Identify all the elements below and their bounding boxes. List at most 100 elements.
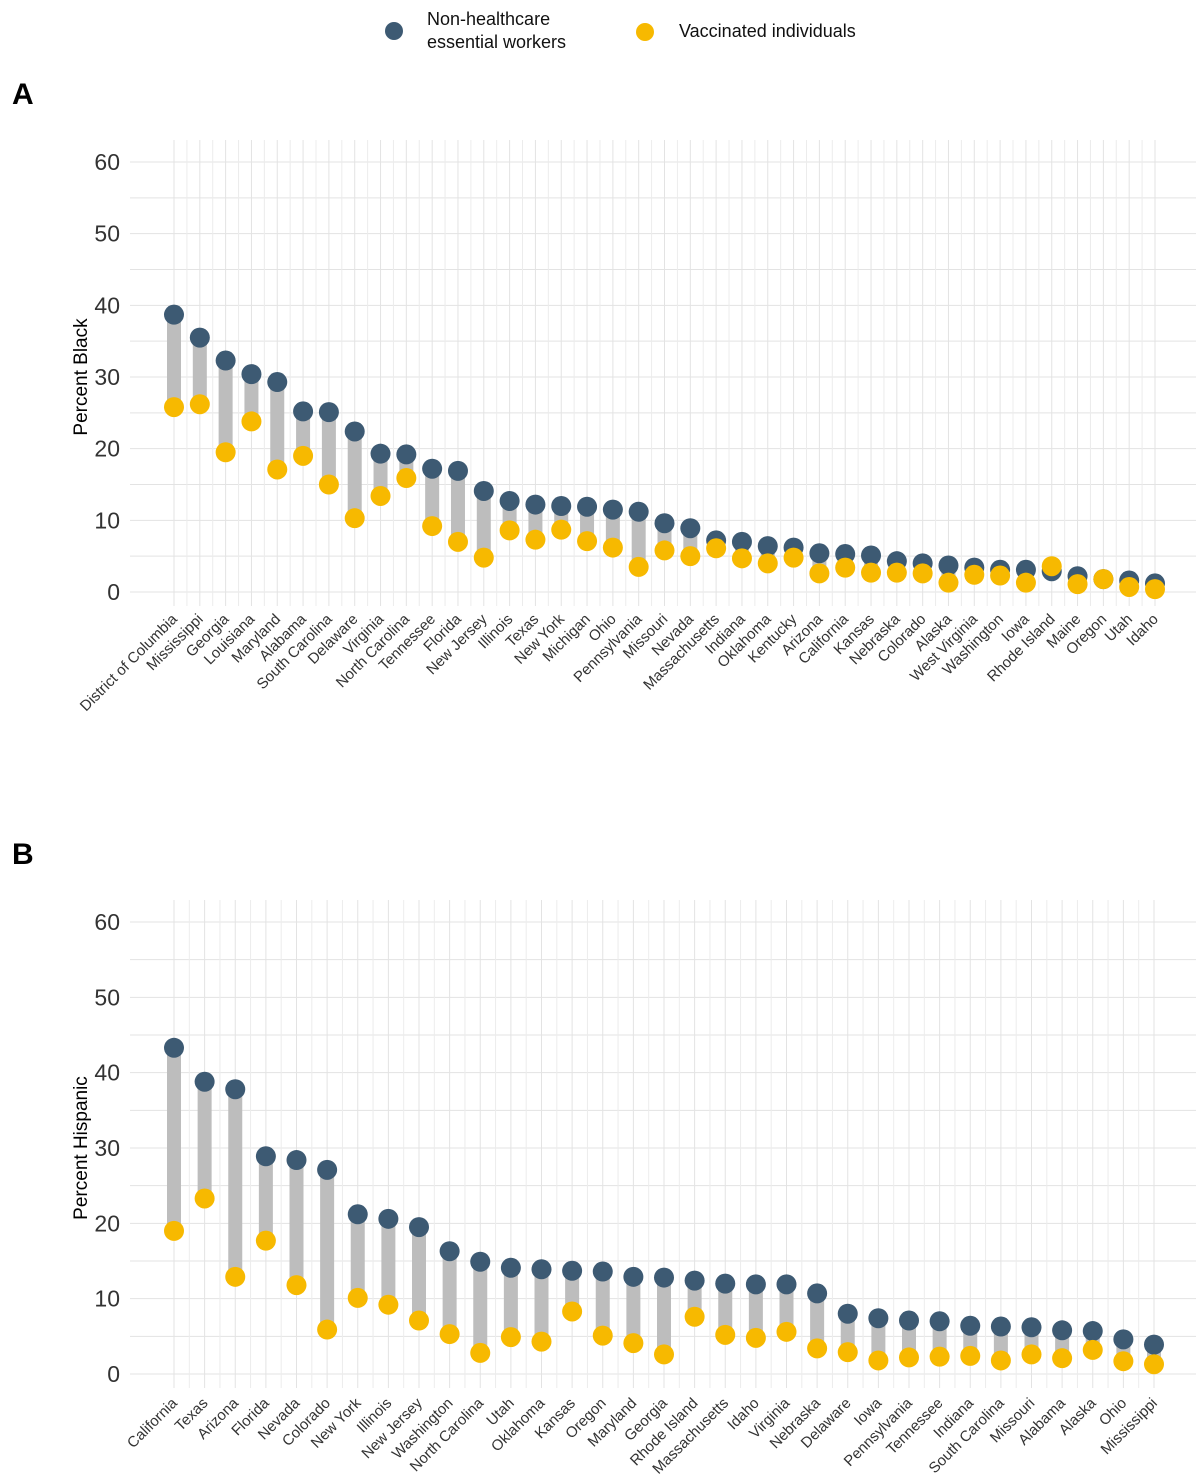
vaccinated-point-maine <box>1067 574 1088 595</box>
vaccinated-point-iowa <box>1015 572 1036 593</box>
worker-point-kansas <box>861 545 882 566</box>
vaccinated-point-louisiana <box>241 411 262 432</box>
y-tick-label: 40 <box>94 292 120 318</box>
vaccinated-point-nebraska <box>886 562 907 583</box>
vaccinated-point-utah <box>500 1327 521 1348</box>
vaccinated-point-nevada <box>286 1275 307 1296</box>
worker-point-missouri <box>1021 1317 1042 1338</box>
vaccinated-point-kentucky <box>783 547 804 568</box>
worker-point-north-carolina <box>470 1251 491 1272</box>
vaccinated-point-pennsylvania <box>628 556 649 577</box>
worker-point-delaware <box>344 421 365 442</box>
vaccinated-point-indiana <box>960 1345 981 1366</box>
vaccinated-point-maryland <box>623 1333 644 1354</box>
vaccinated-point-texas <box>194 1188 215 1209</box>
worker-point-district-of-columbia <box>164 304 184 325</box>
vaccinated-point-texas <box>525 529 546 550</box>
vaccinated-point-georgia <box>215 442 236 463</box>
worker-point-new-york <box>347 1204 368 1225</box>
worker-point-iowa <box>868 1308 889 1329</box>
worker-point-utah <box>500 1257 521 1278</box>
worker-point-alabama <box>293 401 314 422</box>
grid-lines <box>130 900 1196 1388</box>
vaccinated-point-mississippi <box>1144 1354 1164 1375</box>
vaccinated-point-michigan <box>577 531 598 552</box>
worker-point-rhode-island <box>684 1270 705 1291</box>
vaccinated-point-tennessee <box>929 1346 950 1367</box>
vaccinated-point-missouri <box>1021 1344 1042 1365</box>
vaccinated-point-utah <box>1119 576 1140 597</box>
vaccinated-point-nebraska <box>807 1338 828 1359</box>
worker-point-south-carolina <box>318 402 339 423</box>
vaccinated-point-virginia <box>370 485 391 506</box>
vaccinated-point-idaho <box>745 1327 766 1348</box>
vaccinated-point-ohio <box>1113 1351 1134 1372</box>
worker-point-louisiana <box>241 364 262 385</box>
vaccinated-point-kansas <box>562 1301 583 1322</box>
y-tick-label: 10 <box>94 1286 120 1312</box>
worker-point-pennsylvania <box>628 501 649 522</box>
worker-point-indiana <box>731 531 752 552</box>
y-tick-label: 10 <box>94 507 120 533</box>
vaccinated-point-west-virginia <box>964 564 985 585</box>
vaccinated-point-north-carolina <box>396 468 417 489</box>
vaccinated-point-rhode-island <box>1041 556 1062 577</box>
vaccinated-point-georgia <box>654 1344 674 1365</box>
worker-point-colorado <box>317 1159 338 1180</box>
worker-point-california <box>164 1037 184 1058</box>
vaccinated-point-missouri <box>654 540 675 561</box>
vaccinated-point-illinois <box>499 520 520 541</box>
worker-point-alaska <box>1082 1321 1103 1342</box>
vaccinated-point-oklahoma <box>757 553 778 574</box>
legend-swatch-essential-workers <box>385 22 403 40</box>
vaccinated-point-arizona <box>809 563 830 584</box>
worker-point-illinois <box>378 1208 399 1229</box>
vaccinated-point-oregon <box>1093 569 1114 590</box>
worker-point-new-jersey <box>409 1217 429 1238</box>
worker-point-georgia <box>654 1267 674 1288</box>
vaccinated-point-california <box>835 557 856 578</box>
worker-point-tennessee <box>422 458 443 479</box>
vaccinated-point-mississippi <box>189 394 210 415</box>
vaccinated-point-illinois <box>378 1294 399 1315</box>
worker-point-delaware <box>837 1303 858 1324</box>
worker-point-texas <box>525 494 546 515</box>
y-tick-label: 30 <box>94 1135 120 1161</box>
y-tick-label: 20 <box>94 1210 120 1236</box>
worker-point-alabama <box>1052 1320 1073 1341</box>
vaccinated-point-florida <box>255 1230 276 1251</box>
worker-point-maryland <box>267 372 288 393</box>
legend-label-essential-workers: Non-healthcare essential workers <box>427 9 567 52</box>
worker-point-illinois <box>499 490 520 511</box>
vaccinated-point-new-jersey <box>409 1310 429 1331</box>
y-tick-label: 60 <box>94 909 120 935</box>
vaccinated-point-arizona <box>225 1266 246 1287</box>
worker-point-mississippi <box>189 327 210 348</box>
worker-point-virginia <box>370 443 391 464</box>
vaccinated-point-tennessee <box>422 516 443 537</box>
y-tick-label: 50 <box>94 221 120 247</box>
vaccinated-point-alabama <box>1052 1348 1073 1369</box>
vaccinated-point-new-jersey <box>473 547 494 568</box>
vaccinated-point-massachusetts <box>706 538 727 559</box>
worker-point-north-carolina <box>396 444 417 465</box>
y-tick-label: 0 <box>107 1361 120 1387</box>
worker-point-oklahoma <box>757 536 778 557</box>
vaccinated-point-north-carolina <box>470 1342 491 1363</box>
y-tick-label: 40 <box>94 1060 120 1086</box>
y-tick-label: 60 <box>94 149 120 175</box>
worker-point-idaho <box>745 1274 766 1295</box>
worker-point-south-carolina <box>990 1316 1011 1337</box>
y-axis-label: Percent Black <box>71 318 92 436</box>
panel-a-letter: A <box>12 78 34 111</box>
worker-point-ohio <box>1113 1329 1134 1350</box>
vaccinated-point-delaware <box>837 1342 858 1363</box>
vaccinated-point-delaware <box>344 508 365 529</box>
vaccinated-point-rhode-island <box>684 1306 705 1327</box>
vaccinated-point-florida <box>447 531 468 552</box>
worker-point-tennessee <box>929 1311 950 1332</box>
vaccinated-point-virginia <box>776 1321 797 1342</box>
worker-point-arizona <box>225 1079 246 1100</box>
